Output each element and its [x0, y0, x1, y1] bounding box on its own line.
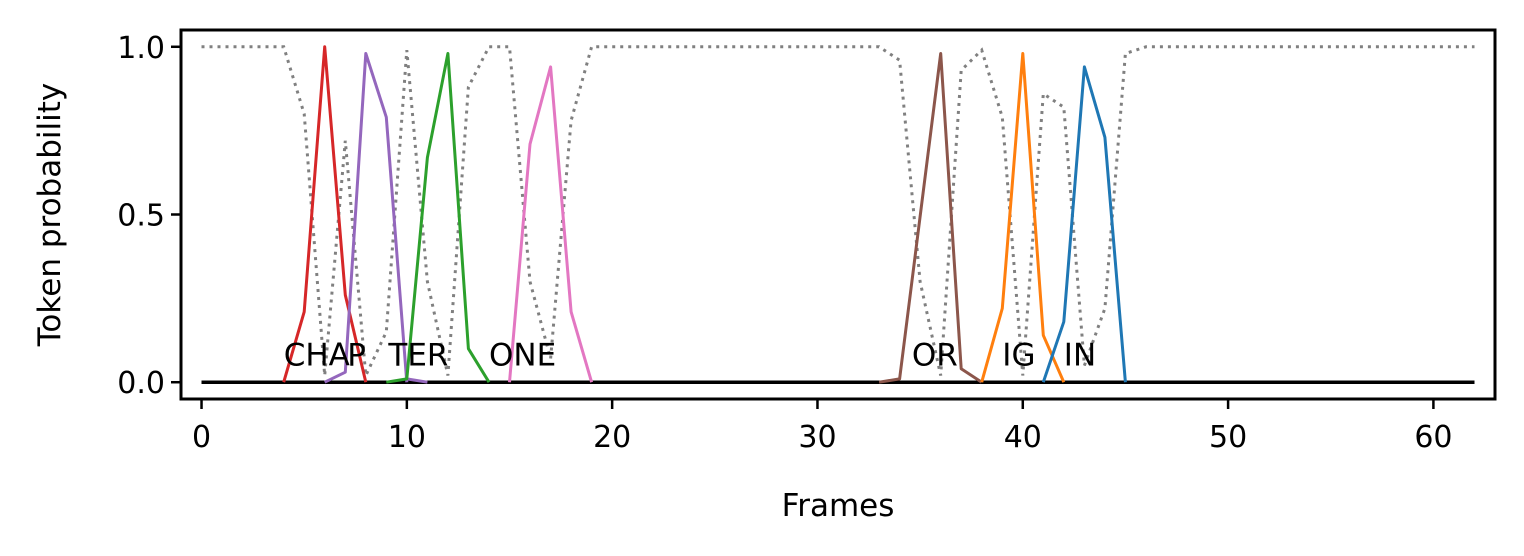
- token-series-line-2: [324, 52, 409, 384]
- x-tick-label: 40: [1004, 420, 1042, 455]
- token-series-line-3: [406, 377, 428, 384]
- token-label: IN: [1064, 338, 1096, 374]
- token-series-line-7: [980, 52, 1066, 383]
- x-tick-label: 10: [388, 420, 426, 455]
- y-axis-title: Token probability: [32, 83, 68, 347]
- axes-frame: [179, 28, 1497, 401]
- token-label: P: [347, 338, 366, 374]
- x-tick-label: 20: [593, 420, 631, 455]
- x-tick-label: 60: [1414, 420, 1452, 455]
- x-tick-label: 50: [1209, 420, 1247, 455]
- blank-probability-line: [201, 45, 1475, 382]
- token-label: TER: [387, 338, 448, 374]
- token-label: IG: [1002, 338, 1035, 374]
- token-series-line-4: [386, 52, 491, 384]
- token-series-line-5: [508, 65, 594, 383]
- token-series-line-6: [878, 52, 983, 384]
- y-tick-label: 0.0: [117, 366, 165, 401]
- x-axis-title: Frames: [782, 488, 895, 524]
- token-series-line-1: [282, 45, 368, 383]
- y-tick-label: 1.0: [117, 31, 165, 66]
- token-series-line-8: [1041, 65, 1127, 383]
- token-label: CHA: [284, 338, 350, 374]
- x-tick-label: 0: [192, 420, 211, 455]
- x-tick-label: 30: [798, 420, 836, 455]
- token-label: OR: [912, 338, 958, 374]
- y-axis: 0.0 0.5 1.0: [117, 31, 181, 401]
- x-axis: 0 10 20 30 40 50 60: [192, 399, 1453, 455]
- y-tick-label: 0.5: [117, 199, 165, 234]
- token-label: ONE: [489, 338, 556, 374]
